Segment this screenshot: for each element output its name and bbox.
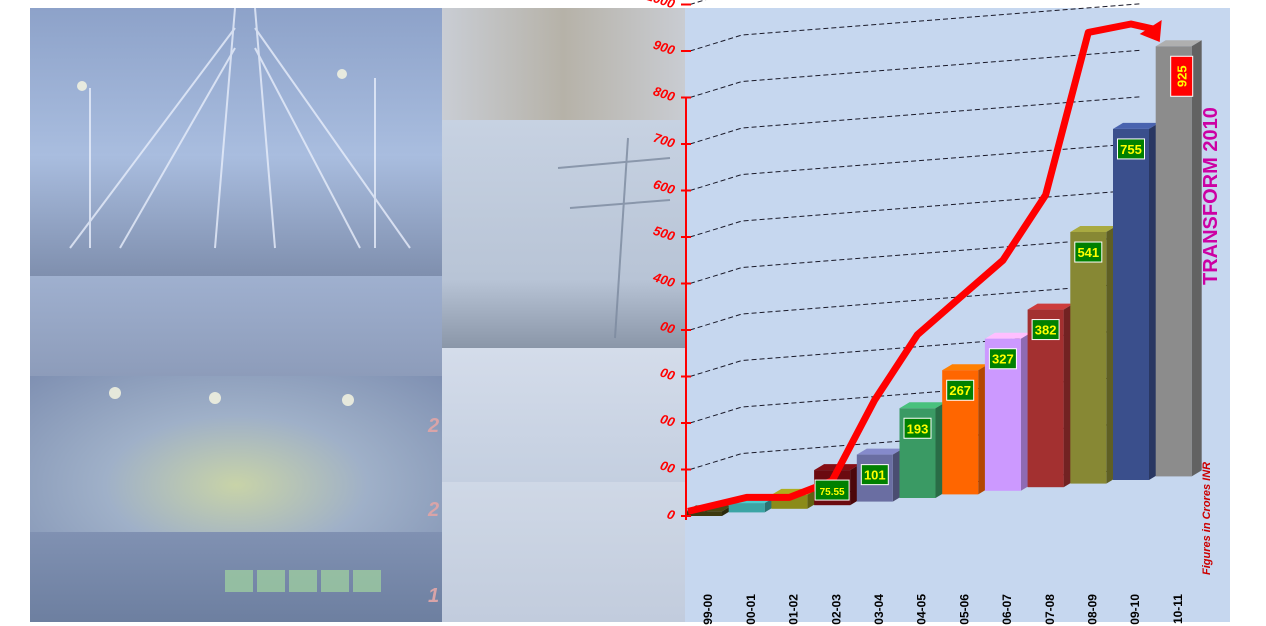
grid-line [689,189,1141,238]
stadium-photo [30,376,442,532]
collage-decor: 2 2 1 [69,8,671,607]
left-number-3: 1 [428,585,439,607]
y-tick-label: 600 [651,176,677,197]
y-tick-label: 00 [658,458,677,477]
data-label-02-03: 75.55 [814,479,850,501]
data-label-09-10: 755 [1117,138,1145,160]
grid-line [689,3,1141,52]
photo-collage-background: 2 2 1 [30,8,685,622]
y-tick-label: 400 [650,269,677,291]
x-tick-label: 05-06 [957,594,971,625]
bar-04-05 [899,402,946,498]
category-labels: 99-00 00-01 01-02 02-03 03-04 04-05 05-06 06-07… [701,594,1185,625]
svg-text:327: 327 [992,352,1014,367]
trend-line-path [687,20,1159,515]
grid-line [689,282,1141,331]
svg-text:75.55: 75.55 [820,487,845,498]
x-tick-label: 10-11 [1171,594,1185,624]
data-label-04-05: 193 [903,417,932,439]
y-tick-label: 500 [651,223,677,244]
power-lines-photo [442,120,685,348]
svg-text:541: 541 [1077,245,1099,260]
svg-text:925: 925 [1175,65,1190,87]
tunnel-photo [30,276,442,376]
y-tick-label: 800 [651,83,677,104]
data-label-03-04: 101 [860,464,889,486]
street-lamps-photo [442,482,685,622]
y-tick-label: 900 [651,37,677,58]
left-number-1: 2 [427,415,439,437]
data-label-08-09: 541 [1074,241,1103,263]
y-axis: 0000000004005006007008009001000 [645,0,691,523]
y-tick-label: 00 [658,411,677,430]
x-tick-label: 99-00 [701,594,715,625]
x-tick-label: 03-04 [872,594,886,625]
bar-09-10 [1113,122,1159,481]
svg-text:382: 382 [1035,323,1057,338]
left-number-2: 2 [427,499,439,521]
bridge-photo [30,8,442,276]
side-title: TRANSFORM 2010 [1200,107,1222,285]
y-tick-label: 700 [651,130,677,151]
grid-line [689,49,1141,98]
x-tick-label: 02-03 [829,594,843,625]
grid-line [689,235,1141,284]
svg-text:101: 101 [864,468,886,483]
x-tick-label: 07-08 [1043,594,1057,625]
trend-line [687,20,1162,515]
x-tick-label: 08-09 [1085,594,1099,625]
bar-10-11 [1155,40,1202,477]
x-tick-label: 01-02 [787,594,801,625]
x-tick-label: 06-07 [1000,594,1014,625]
grid-line [689,96,1141,145]
x-tick-label: 04-05 [915,594,929,625]
svg-text:193: 193 [907,421,929,436]
data-label-10-11: 925 [1170,55,1194,97]
sky-photo [442,348,685,482]
bars [686,40,1202,516]
data-label-05-06: 267 [946,379,975,401]
data-label-06-07: 327 [988,348,1017,370]
y-tick-label: 00 [658,365,677,384]
data-labels: 75.55 101 193 267 327 382 541 755 925 [814,55,1194,501]
x-tick-label: 00-01 [744,594,758,625]
grid-line [689,0,707,5]
svg-text:755: 755 [1120,142,1142,157]
trend-arrow-head [1139,20,1162,42]
svg-text:267: 267 [949,383,971,398]
people-photo [442,8,685,120]
unit-note: Figures in Crores INR [1201,462,1213,575]
data-label-07-08: 382 [1031,319,1060,341]
grid-line [689,142,1141,191]
y-tick-label: 0 [665,506,677,523]
y-tick-label: 00 [658,318,677,337]
x-tick-label: 09-10 [1128,594,1142,625]
bar-08-09 [1070,226,1117,484]
